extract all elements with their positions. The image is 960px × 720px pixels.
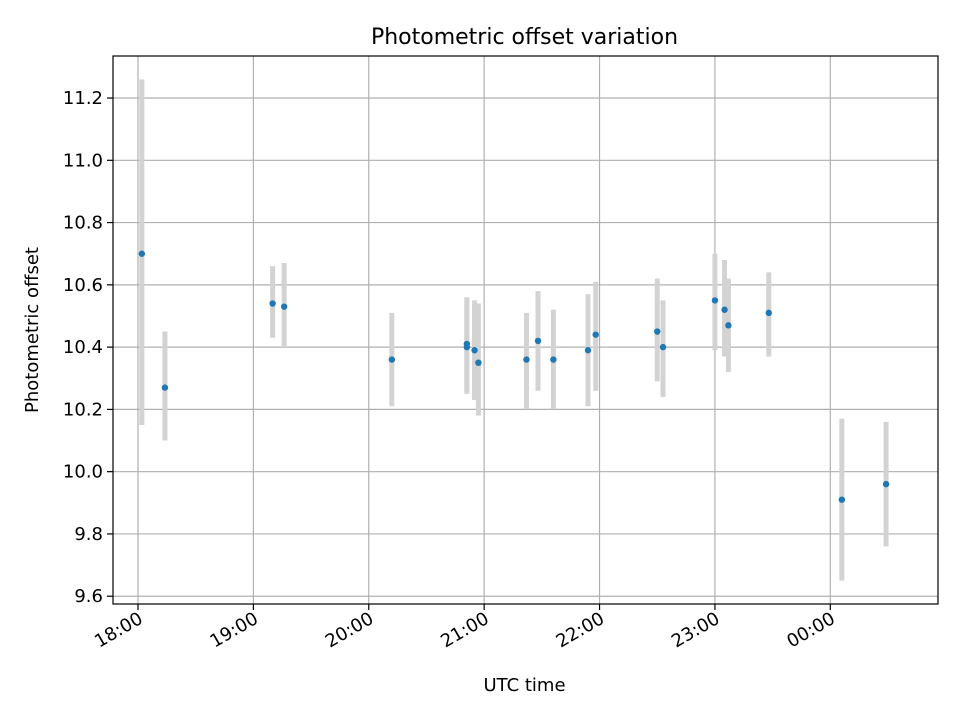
y-tick-label: 10.0 — [63, 462, 103, 483]
data-point — [138, 250, 146, 257]
x-axis-label: UTC time — [483, 675, 565, 696]
y-tick-label: 9.8 — [74, 524, 103, 545]
data-point — [475, 359, 482, 366]
data-point — [838, 496, 846, 503]
y-tick-label: 11.2 — [63, 88, 103, 109]
data-point — [584, 347, 592, 354]
data-point — [721, 306, 728, 313]
y-tick-label: 11.0 — [63, 150, 103, 171]
data-point — [463, 340, 471, 348]
data-point — [711, 297, 719, 304]
y-tick-label: 9.6 — [74, 586, 103, 607]
data-point — [471, 347, 478, 354]
data-point — [280, 303, 288, 310]
y-axis: 9.6 9.8 10.0 10.2 10.4 10.6 10.8 11.0 11.2 — [63, 88, 113, 607]
data-point — [269, 300, 276, 307]
y-tick-label: 10.8 — [63, 213, 103, 234]
y-tick-label: 10.4 — [63, 337, 103, 358]
y-axis-label: Photometric offset — [22, 247, 43, 413]
plot-frame — [112, 55, 939, 605]
data-point — [725, 322, 732, 329]
data-point — [882, 480, 890, 488]
data-point — [388, 356, 396, 363]
data-point — [654, 328, 661, 335]
data-point — [523, 356, 530, 363]
data-point — [659, 343, 667, 351]
data-point — [765, 309, 772, 317]
chart-title: Photometric offset variation — [371, 25, 678, 50]
data-point — [550, 356, 557, 363]
data-markers — [138, 250, 890, 503]
y-tick-label: 10.2 — [63, 399, 103, 420]
data-point — [534, 337, 542, 345]
data-point — [161, 384, 169, 391]
y-tick-label: 10.6 — [63, 275, 103, 296]
data-point — [592, 331, 599, 338]
